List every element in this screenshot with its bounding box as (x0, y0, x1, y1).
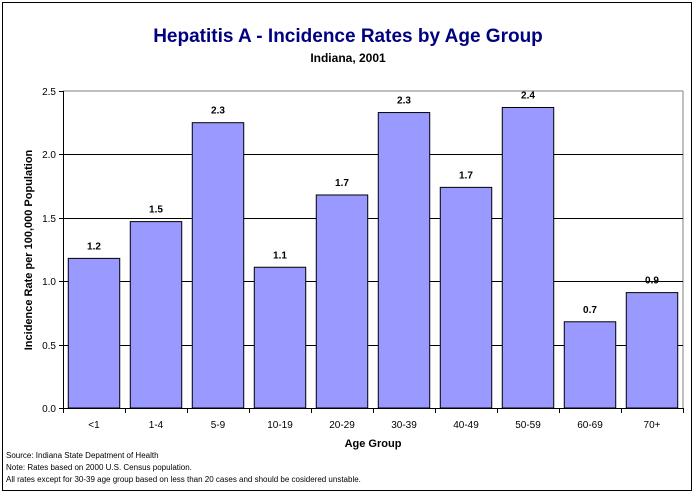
source-note: Source: Indiana State Depatment of Healt… (6, 451, 159, 460)
y-tick-label: 2.0 (42, 150, 56, 161)
data-label: 2.3 (211, 106, 225, 117)
data-label: 1.1 (273, 250, 287, 261)
data-label: 2.4 (521, 90, 535, 101)
bar (377, 112, 431, 409)
data-label: 2.3 (397, 96, 411, 107)
bars (67, 106, 679, 409)
bar (315, 194, 369, 409)
x-tick-label: 60-69 (577, 420, 603, 431)
data-label: 1.2 (87, 241, 101, 252)
x-tick-label: 40-49 (453, 420, 479, 431)
bar (439, 186, 493, 409)
x-tick-label: 30-39 (391, 420, 417, 431)
y-tick-label: 1.5 (42, 214, 56, 225)
x-tick-label: 10-19 (267, 420, 293, 431)
data-label: 0.7 (583, 305, 597, 316)
bar (563, 321, 617, 409)
data-label: 1.7 (459, 170, 473, 181)
bar (67, 257, 121, 409)
data-labels: 1.2 1.5 2.3 1.1 1.7 2.3 1.7 2.4 0.7 0.9 (87, 90, 659, 315)
bar (501, 106, 555, 409)
bar (191, 122, 245, 409)
x-tick-label: 20-29 (329, 420, 355, 431)
y-tick-label: 1.0 (42, 277, 56, 288)
x-tick-label: 50-59 (515, 420, 541, 431)
x-axis-title: Age Group (345, 438, 402, 450)
unstable-note: All rates except for 30-39 age group bas… (6, 475, 361, 484)
chart-title: Hepatitis A - Incidence Rates by Age Gro… (153, 26, 543, 47)
y-tick-label: 2.5 (42, 87, 56, 98)
bar (625, 292, 679, 409)
axes: 0.0 0.5 1.0 1.5 2.0 2.5 <1 1-4 5-9 10-19 20-29 30-3… (42, 87, 684, 431)
chart-subtitle: Indiana, 2001 (310, 51, 386, 65)
bar (253, 266, 307, 409)
y-tick-label: 0.0 (42, 404, 56, 415)
x-tick-label: 70+ (644, 420, 661, 431)
x-tick-label: 1-4 (149, 420, 164, 431)
bar (129, 221, 183, 409)
x-tick-label: <1 (88, 420, 100, 431)
y-tick-label: 0.5 (42, 341, 56, 352)
census-note: Note: Rates based on 2000 U.S. Census po… (6, 463, 192, 472)
x-tick-label: 5-9 (211, 420, 226, 431)
y-axis-title: Incidence Rate per 100,000 Population (23, 149, 35, 350)
data-label: 1.5 (149, 205, 163, 216)
data-label: 0.9 (645, 276, 659, 287)
data-label: 1.7 (335, 178, 349, 189)
